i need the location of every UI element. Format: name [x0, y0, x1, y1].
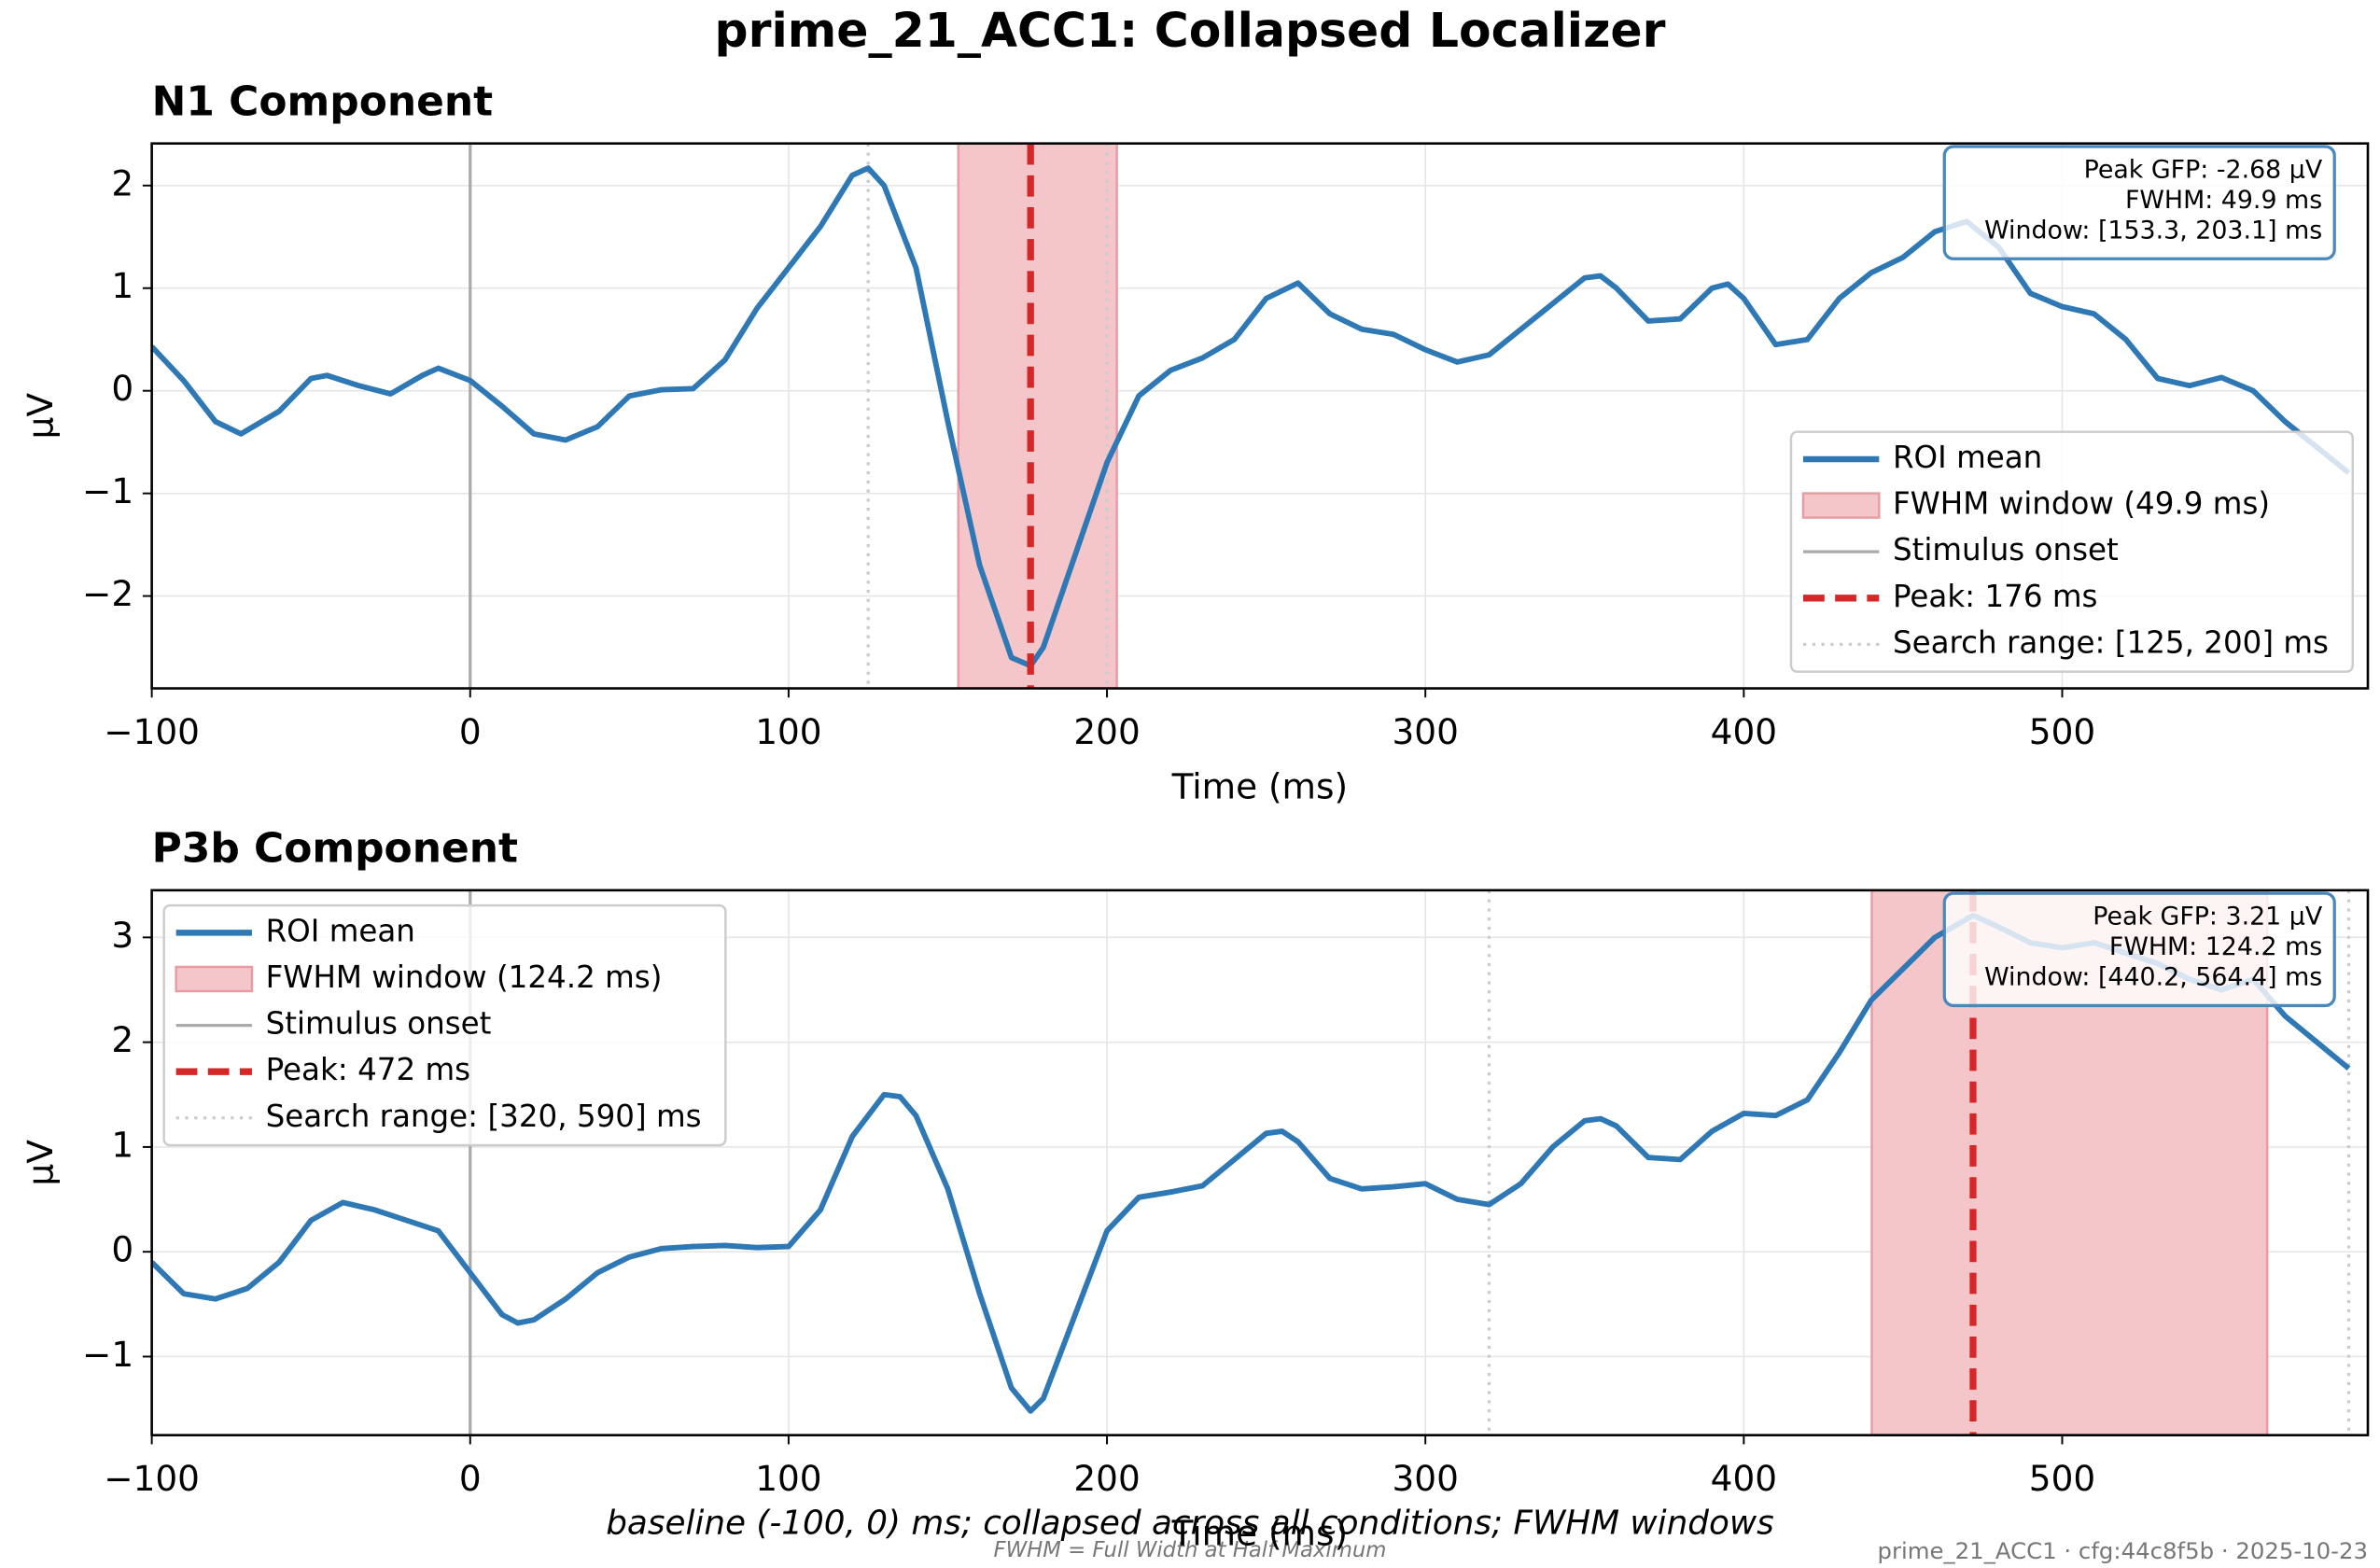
subplot-title: P3b Component [152, 825, 518, 873]
legend-label: Search range: [125, 200] ms [1893, 624, 2329, 660]
annotation-text: Window: [440.2, 564.4] ms [1984, 963, 2322, 992]
x-tick-label: 500 [2029, 711, 2095, 752]
y-tick-label: 0 [111, 1229, 133, 1270]
legend-label: ROI mean [266, 913, 415, 948]
legend-label: Peak: 176 ms [1893, 579, 2098, 614]
y-axis-label: µV [20, 1140, 61, 1186]
annotation-box [1942, 891, 2336, 1008]
x-axis-label: Time (ms) [1171, 1513, 1348, 1554]
x-tick-label: 300 [1393, 1458, 1459, 1499]
axes-frame [150, 142, 2370, 690]
x-axis-label: Time (ms) [1171, 765, 1348, 806]
legend-box [162, 903, 727, 1147]
x-tick-label: −100 [104, 711, 200, 752]
x-tick-label: 0 [459, 711, 482, 752]
legend-label: Stimulus onset [1893, 532, 2119, 567]
legend-label: FWHM window (124.2 ms) [266, 959, 663, 995]
caption: baseline (-100, 0) ms; collapsed across … [606, 1505, 1774, 1543]
annotation-text: FWHM: 49.9 ms [2125, 186, 2322, 215]
note: FWHM = Full Width at Half Maximum [994, 1538, 1387, 1562]
subplot-title: N1 Component [152, 77, 493, 125]
legend-label: FWHM window (49.9 ms) [1893, 486, 2270, 522]
x-tick-label: −100 [104, 1458, 200, 1499]
y-tick-label: 2 [111, 1019, 133, 1060]
y-tick-label: 3 [111, 915, 133, 956]
x-tick-label: 400 [1711, 711, 1777, 752]
legend-label: Peak: 472 ms [266, 1052, 471, 1087]
x-tick-label: 400 [1711, 1458, 1777, 1499]
x-tick-label: 100 [755, 711, 821, 752]
axes-frame [150, 889, 2370, 1436]
plot-area [151, 143, 2368, 689]
y-axis-label: µV [20, 393, 61, 440]
y-tick-label: 1 [111, 1124, 133, 1165]
y-tick-label: −1 [82, 470, 133, 511]
x-tick-label: 200 [1073, 1458, 1140, 1499]
legend-label: ROI mean [1893, 440, 2042, 475]
legend-swatch [1801, 492, 1881, 519]
annotation-text: FWHM: 124.2 ms [2109, 932, 2322, 961]
annotation-box [1942, 145, 2336, 260]
figure-title: prime_21_ACC1: Collapsed Localizer [715, 3, 1666, 58]
annotation-text: Peak GFP: -2.68 µV [2084, 155, 2323, 184]
annotation-text: Window: [153.3, 203.1] ms [1984, 217, 2322, 245]
annotation-text: Peak GFP: 3.21 µV [2093, 903, 2323, 931]
y-tick-label: −2 [82, 573, 133, 614]
x-tick-label: 200 [1073, 711, 1140, 752]
legend-box [1789, 430, 2354, 673]
legend-swatch [175, 965, 254, 993]
stamp: prime_21_ACC1 · cfg:44c8f5b · 2025-10-23 [1877, 1537, 2368, 1564]
x-tick-label: 0 [459, 1458, 482, 1499]
legend-label: Search range: [320, 590] ms [266, 1099, 702, 1134]
fwhm-window [957, 143, 1118, 689]
y-tick-label: −1 [82, 1334, 133, 1375]
y-tick-label: 2 [111, 162, 133, 203]
legend-label: Stimulus onset [266, 1006, 492, 1042]
x-tick-label: 100 [755, 1458, 821, 1499]
x-tick-label: 500 [2029, 1458, 2095, 1499]
y-tick-label: 1 [111, 265, 133, 306]
y-tick-label: 0 [111, 368, 133, 409]
x-tick-label: 300 [1393, 711, 1459, 752]
